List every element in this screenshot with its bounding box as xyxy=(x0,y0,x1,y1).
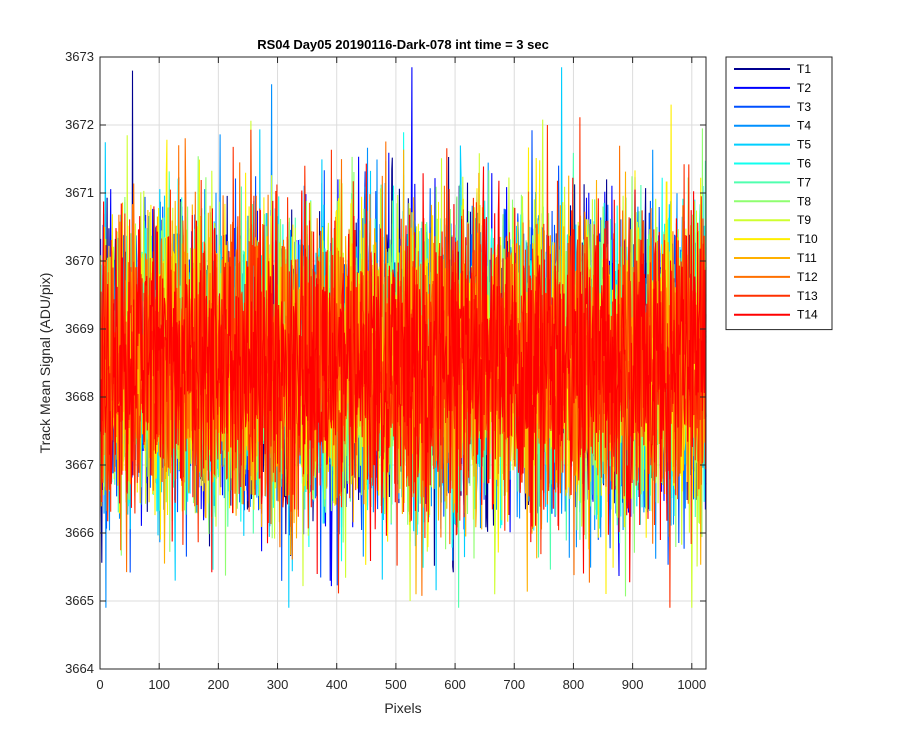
y-tick-label: 3665 xyxy=(65,593,94,608)
legend-label-t8: T8 xyxy=(797,194,811,208)
legend-label-t3: T3 xyxy=(797,100,811,114)
chart-title: RS04 Day05 20190116-Dark-078 int time = … xyxy=(257,37,549,52)
x-tick-label: 300 xyxy=(267,677,289,692)
y-tick-label: 3672 xyxy=(65,117,94,132)
legend-box xyxy=(725,56,833,331)
plot-frame xyxy=(99,56,707,670)
y-tick-label: 3666 xyxy=(65,525,94,540)
y-tick-label: 3664 xyxy=(65,661,94,676)
x-tick-label: 700 xyxy=(503,677,525,692)
x-tick-label: 600 xyxy=(444,677,466,692)
y-tick-label: 3673 xyxy=(65,49,94,64)
y-tick-label: 3671 xyxy=(65,185,94,200)
legend-label-t13: T13 xyxy=(797,289,818,303)
x-tick-label: 200 xyxy=(208,677,230,692)
legend-label-t1: T1 xyxy=(797,62,811,76)
legend-label-t10: T10 xyxy=(797,232,818,246)
x-tick-label: 500 xyxy=(385,677,407,692)
series-line-t14 xyxy=(100,163,707,583)
series-layer xyxy=(100,67,707,608)
legend-label-t12: T12 xyxy=(797,270,818,284)
legend-label-t5: T5 xyxy=(797,138,811,152)
y-tick-label: 3667 xyxy=(65,457,94,472)
y-tick-label: 3670 xyxy=(65,253,94,268)
x-tick-label: 0 xyxy=(96,677,103,692)
legend-label-t2: T2 xyxy=(797,81,811,95)
legend-label-t7: T7 xyxy=(797,175,811,189)
y-tick-label: 3669 xyxy=(65,321,94,336)
x-axis-label: Pixels xyxy=(384,700,421,716)
x-tick-label: 400 xyxy=(326,677,348,692)
legend-label-t6: T6 xyxy=(797,157,811,171)
axis-ticks: 0 100 200 300 400 500 600 700 800 900 1000 3664 3665… xyxy=(65,49,706,692)
x-tick-label: 1000 xyxy=(677,677,706,692)
legend-label-t14: T14 xyxy=(797,308,818,322)
legend-label-t9: T9 xyxy=(797,213,811,227)
legend-label-t11: T11 xyxy=(797,251,817,265)
x-tick-label: 900 xyxy=(622,677,644,692)
y-tick-label: 3668 xyxy=(65,389,94,404)
y-axis-label: Track Mean Signal (ADU/pix) xyxy=(37,273,53,454)
x-tick-label: 100 xyxy=(148,677,170,692)
legend-label-t4: T4 xyxy=(797,119,811,133)
legend: T1 T2 T3 T4 T5 T6 T7 T8 T9 T10 T11 T12 T13 T14 xyxy=(725,56,833,331)
x-tick-label: 800 xyxy=(563,677,585,692)
